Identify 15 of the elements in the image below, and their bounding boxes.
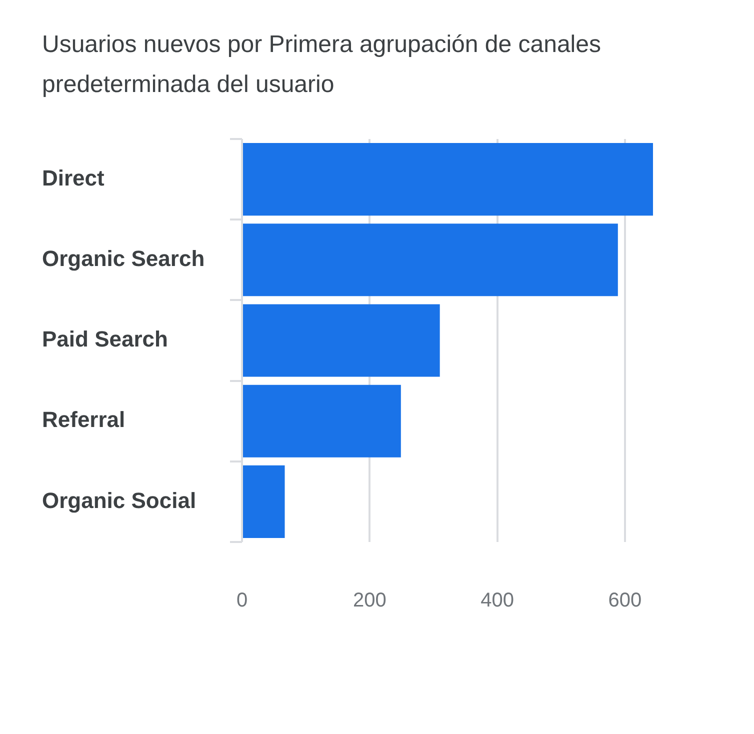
- x-tick-label: 400: [480, 590, 514, 612]
- y-tick-label: Organic Search: [42, 246, 205, 271]
- bar: [243, 304, 440, 377]
- bar: [243, 143, 653, 216]
- bar: [243, 224, 618, 296]
- y-tick-label: Referral: [42, 407, 126, 432]
- chart-title: Usuarios nuevos por Primera agrupación de canales predeterminada del usuario: [42, 30, 602, 100]
- bar: [243, 384, 401, 458]
- y-tick-label: Paid Search: [42, 326, 168, 352]
- x-tick-label: 600: [608, 590, 642, 612]
- bar: [243, 465, 285, 538]
- y-tick-label: Organic Social: [42, 488, 196, 513]
- x-tick-label: 200: [352, 590, 386, 612]
- x-tick-label: 0: [236, 590, 248, 612]
- y-tick-label: Direct: [42, 165, 106, 190]
